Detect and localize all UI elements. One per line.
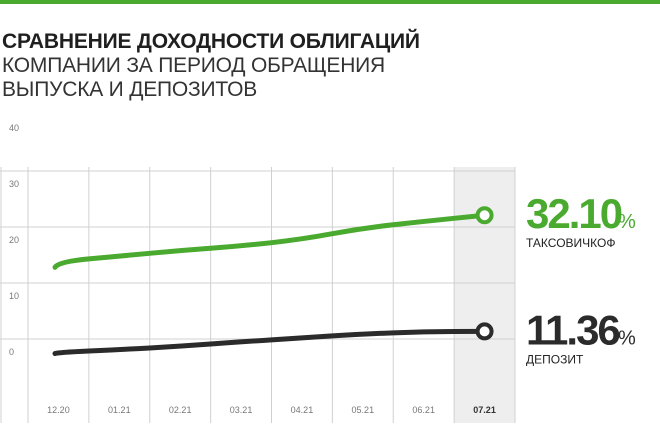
series-unit: % <box>618 211 636 233</box>
x-tick-label: 06.21 <box>412 405 435 415</box>
x-tick-label: 03.21 <box>230 405 253 415</box>
x-tick-label: 04.21 <box>291 405 314 415</box>
series-name-label: ДЕПОЗИТ <box>526 352 584 366</box>
series-end-value: 32.10 <box>526 190 622 237</box>
series-unit: % <box>618 327 636 349</box>
axis-ticks: 0 10 20 30 40 12.20 01.21 02.21 03.21 04.21 05.21 0… <box>9 123 496 415</box>
chart-title-rest: КОМПАНИИ ЗА ПЕРИОД ОБРАЩЕНИЯ ВЫПУСКА И Д… <box>2 54 386 101</box>
top-accent-bar <box>0 0 660 4</box>
series-name-label: ТАКСОВИЧКОФ <box>526 236 615 250</box>
y-tick-label: 20 <box>9 235 19 245</box>
series-end-marker <box>475 206 494 225</box>
x-tick-label: 07.21 <box>473 405 496 415</box>
highlight-band-07-21 <box>454 167 515 423</box>
chart-title: СРАВНЕНИЕ ДОХОДНОСТИ ОБЛИГАЦИЙ КОМПАНИИ … <box>2 30 652 102</box>
x-tick-label: 02.21 <box>169 405 192 415</box>
series <box>52 206 494 357</box>
x-tick-label: 01.21 <box>108 405 131 415</box>
x-tick-label: 05.21 <box>352 405 375 415</box>
chart-title-bold: СРАВНЕНИЕ ДОХОДНОСТИ ОБЛИГАЦИЙ <box>2 30 420 53</box>
series-end-value: 11.36 <box>526 306 619 353</box>
x-tick-label: 12.20 <box>47 405 70 415</box>
series-line-deposit <box>52 328 488 357</box>
series-line-taksovichkof <box>52 212 488 270</box>
y-tick-label: 10 <box>9 291 19 301</box>
grid <box>0 167 516 423</box>
y-tick-label: 30 <box>9 179 19 189</box>
series-end-marker <box>475 322 494 341</box>
y-tick-label: 40 <box>9 123 19 133</box>
y-tick-label: 0 <box>9 347 14 357</box>
